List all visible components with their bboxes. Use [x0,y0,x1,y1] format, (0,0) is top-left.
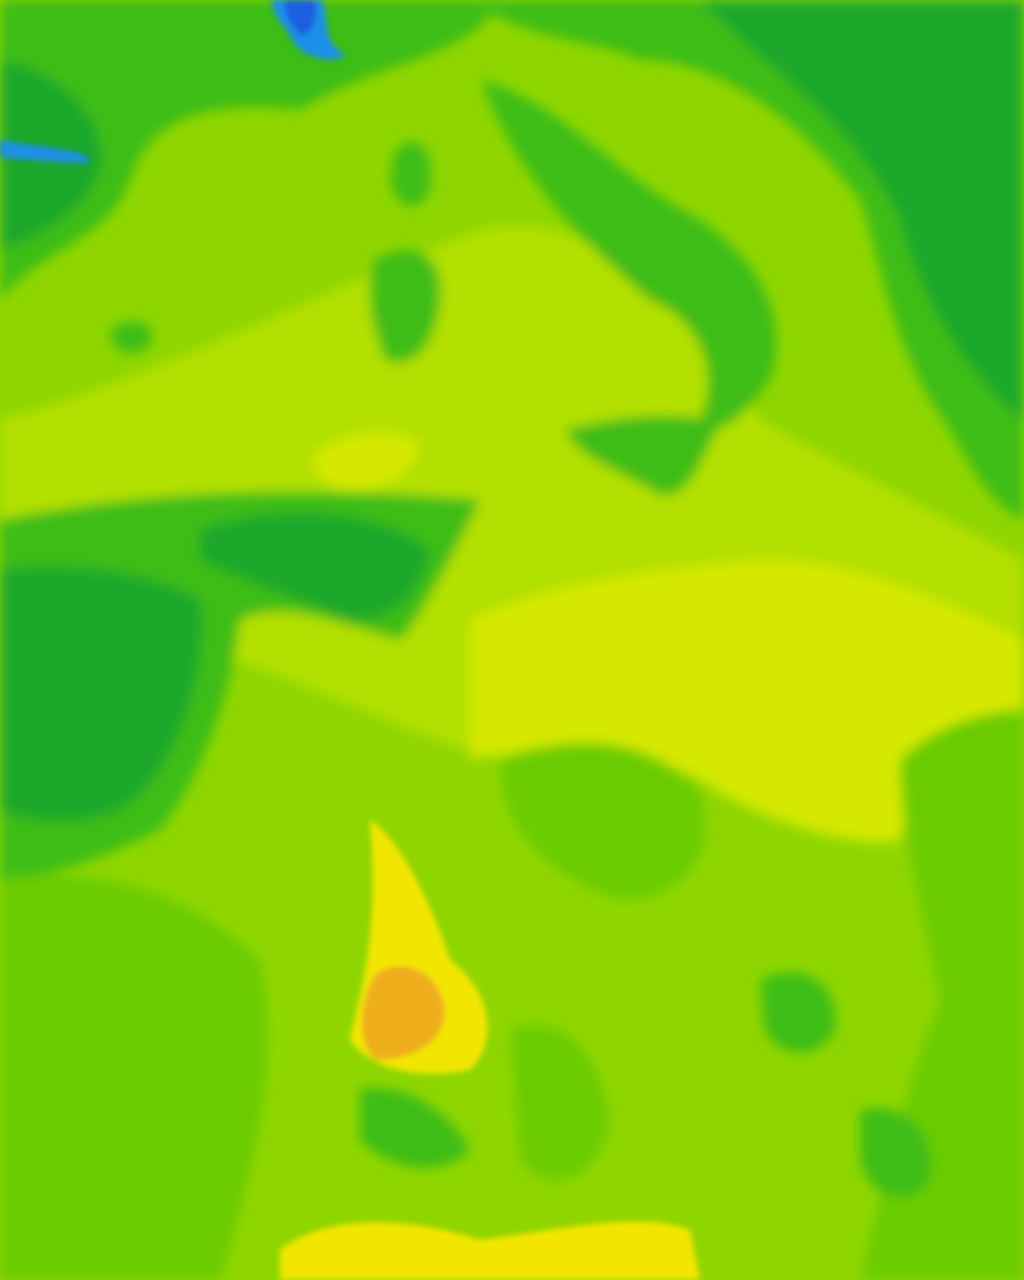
balearic-island [110,321,152,354]
sahara-cool-patch-7 [860,1108,932,1198]
libya-warm-zone [470,560,1024,842]
sardinia [369,250,441,363]
sahara-cool-patch-5 [360,1088,470,1169]
south-warm-zone [280,1221,700,1280]
northwest-cool-zone [0,0,500,300]
corsica [390,142,431,207]
italy-peninsula [480,80,777,428]
sea-warm-patch [313,432,420,491]
sicily [565,415,720,496]
balkans-cold-core [700,0,1024,420]
sahara-cool-patch-3 [760,972,836,1053]
tunisia-cool-zone [200,512,430,620]
sahara-cool-patch-1 [500,743,706,900]
atlas-cold-core [0,566,202,822]
sahara-cool-patch-6 [510,1024,610,1181]
hot-zone-orange [361,966,445,1060]
lake-deep-blue [284,0,316,35]
river-blue [0,140,91,164]
sahara-cool-patch-4 [0,874,268,1280]
